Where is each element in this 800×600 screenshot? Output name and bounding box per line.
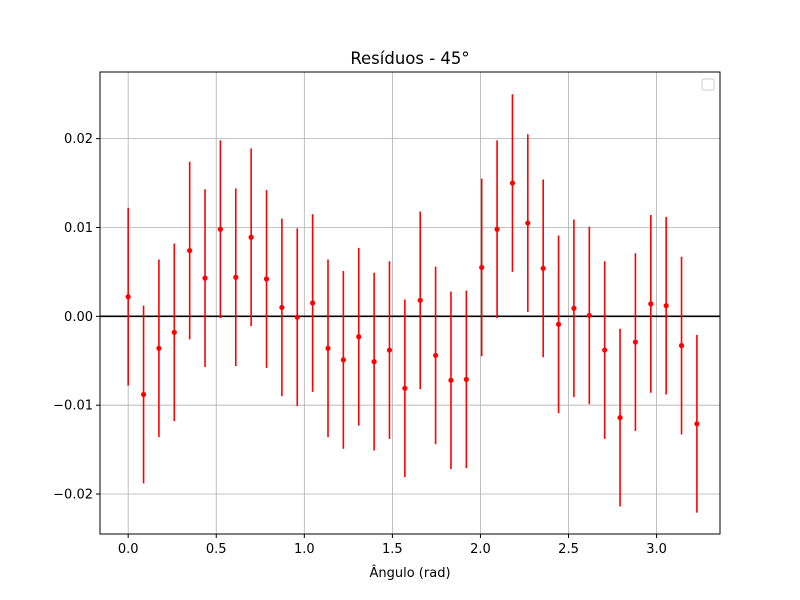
data-point — [402, 385, 408, 391]
data-point — [294, 314, 300, 320]
data-point — [448, 377, 454, 383]
data-point — [140, 391, 147, 398]
data-series — [125, 94, 700, 513]
data-point — [694, 421, 700, 427]
x-tick-label: 1.5 — [382, 542, 403, 557]
data-point — [371, 359, 377, 365]
data-point — [125, 294, 131, 300]
x-tick-label: 3.0 — [646, 542, 667, 557]
data-point — [648, 301, 654, 307]
data-point — [463, 376, 469, 383]
data-point — [525, 220, 531, 226]
y-tick-label: −0.01 — [53, 399, 93, 414]
data-point — [156, 345, 162, 351]
data-point — [171, 329, 177, 335]
data-point — [663, 303, 669, 309]
data-point — [586, 312, 592, 319]
data-point — [494, 226, 500, 232]
data-point — [617, 415, 623, 421]
data-point — [356, 334, 362, 340]
data-point — [479, 264, 485, 271]
axis-ticks: 0.0 0.5 1.0 1.5 2.0 2.5 3.0 −0.02 −0.01 0.00 0.01 0… — [53, 132, 667, 557]
data-point — [202, 275, 208, 281]
y-tick-label: 0.01 — [64, 221, 93, 236]
y-tick-label: −0.02 — [53, 488, 93, 503]
data-point — [509, 180, 516, 186]
data-point — [432, 352, 439, 359]
data-point — [310, 300, 316, 306]
data-point — [248, 234, 254, 240]
x-tick-label: 1.0 — [294, 542, 315, 557]
x-tick-label: 2.0 — [470, 542, 491, 557]
y-tick-label: 0.00 — [64, 310, 93, 325]
plot-frame — [99, 71, 721, 535]
x-axis-label: Ângulo (rad) — [369, 565, 450, 581]
data-point — [386, 347, 393, 353]
x-tick-label: 2.5 — [558, 542, 579, 557]
data-point — [233, 274, 239, 280]
data-point — [602, 347, 608, 353]
data-point — [678, 343, 685, 349]
data-point — [571, 305, 577, 311]
data-point — [340, 357, 346, 363]
data-point — [263, 276, 270, 282]
x-tick-label: 0.5 — [206, 542, 227, 557]
data-point — [417, 297, 423, 303]
data-point — [187, 247, 193, 254]
y-tick-label: 0.02 — [64, 132, 93, 147]
x-tick-label: 0.0 — [118, 542, 139, 557]
data-point — [540, 265, 546, 271]
data-point — [217, 226, 224, 232]
data-point — [325, 345, 331, 351]
data-point — [632, 339, 639, 345]
data-point — [279, 304, 285, 311]
legend-box — [701, 78, 715, 91]
data-point — [555, 321, 562, 327]
chart-title: Resíduos - 45° — [350, 49, 469, 68]
